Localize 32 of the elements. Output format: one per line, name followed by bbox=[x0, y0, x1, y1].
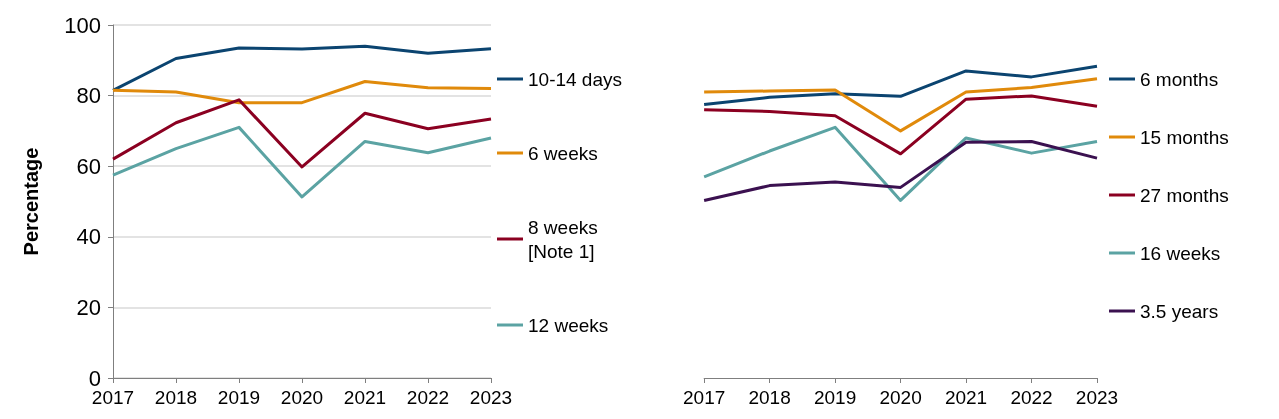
legend-label: 16 weeks bbox=[1140, 242, 1221, 264]
x-tick-label: 2022 bbox=[406, 387, 450, 408]
legend-label: 10-14 days bbox=[528, 68, 623, 90]
x-tick-label: 2023 bbox=[469, 387, 513, 408]
x-tick-label: 2021 bbox=[944, 387, 988, 408]
legend-label: 8 weeks [Note 1] bbox=[528, 216, 603, 262]
y-tick-label: 100 bbox=[64, 12, 101, 38]
legend-label: 27 months bbox=[1140, 184, 1229, 206]
legend-label: 6 weeks bbox=[528, 142, 598, 164]
x-tick-label: 2022 bbox=[1010, 387, 1053, 408]
y-tick-label: 20 bbox=[76, 294, 101, 320]
x-tick-label: 2018 bbox=[154, 387, 198, 408]
legend-label: 15 months bbox=[1140, 126, 1229, 148]
y-tick-label: 80 bbox=[76, 83, 101, 109]
x-tick-label: 2023 bbox=[1075, 387, 1119, 408]
line-series bbox=[111, 125, 493, 199]
legend-label: 3.5 years bbox=[1140, 300, 1219, 322]
line-series bbox=[111, 79, 493, 105]
legend-label: 12 weeks bbox=[528, 314, 609, 336]
x-tick-label: 2019 bbox=[813, 387, 857, 408]
x-tick-label: 2019 bbox=[217, 387, 261, 408]
x-tick-label: 2020 bbox=[280, 387, 324, 408]
x-tick-label: 2017 bbox=[682, 387, 726, 408]
legend-label: 6 months bbox=[1140, 68, 1219, 90]
line-series bbox=[111, 98, 493, 169]
y-tick-label: 60 bbox=[76, 153, 101, 179]
line-series bbox=[111, 44, 493, 92]
x-tick-label: 2018 bbox=[748, 387, 791, 408]
y-tick-label: 40 bbox=[76, 224, 101, 250]
x-tick-label: 2020 bbox=[879, 387, 922, 408]
y-axis-title: Percentage bbox=[20, 147, 42, 256]
x-tick-label: 2021 bbox=[343, 387, 387, 408]
